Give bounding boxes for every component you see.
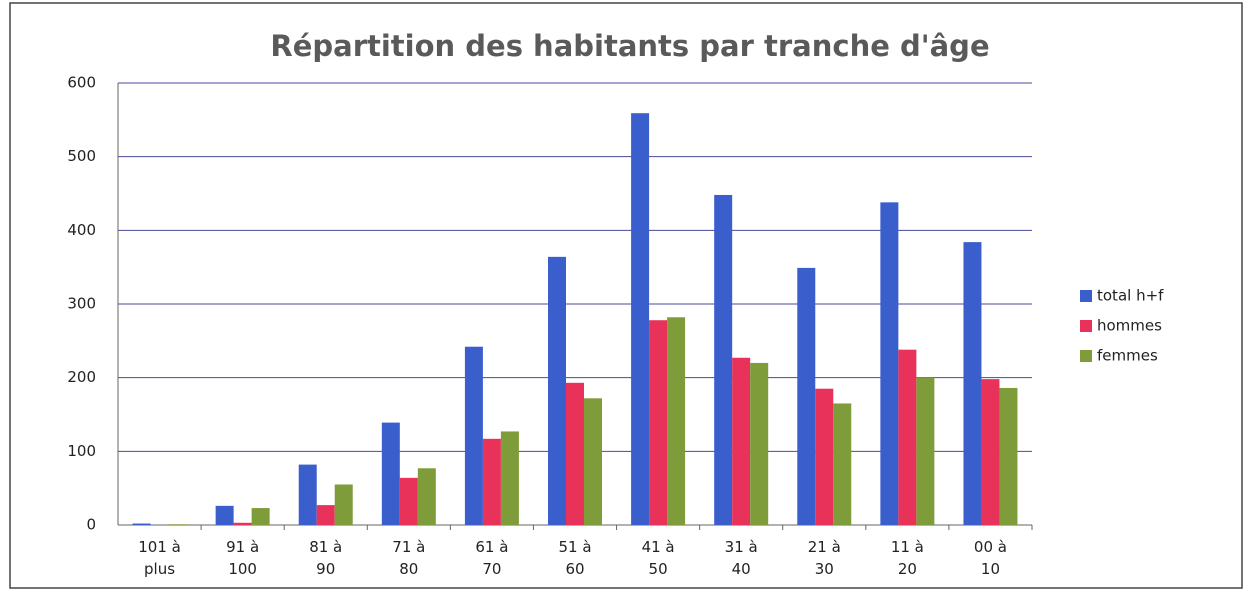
chart-title: Répartition des habitants par tranche d'… [270,29,989,63]
bar [898,349,917,525]
bar [963,242,982,525]
y-tick-label: 0 [86,516,96,534]
x-tick-label: 61 à 70 [475,538,508,578]
bar [732,357,751,525]
x-tick-label: 31 à 40 [725,538,758,578]
legend-label: hommes [1097,317,1162,335]
bar [316,505,335,525]
bar [298,464,317,525]
bar [880,202,899,525]
bar [815,388,834,525]
frame [9,2,1243,589]
bar [916,377,935,525]
bar [631,113,650,525]
bar [584,398,602,525]
bar [500,431,519,525]
bar [750,362,769,525]
bar [168,524,187,525]
bar [251,508,270,525]
bar [714,194,733,525]
bar [649,320,668,525]
x-tick-label: 91 à 100 [226,538,259,578]
x-tick-label: 41 à 50 [642,538,675,578]
y-tick-label: 400 [67,221,96,239]
bar [381,422,400,525]
bar [334,484,353,525]
y-tick-label: 500 [67,147,96,165]
bar [797,267,816,525]
legend-label: total h+f [1097,287,1164,305]
bar [999,387,1018,525]
bar [464,346,483,525]
bar [399,477,418,525]
bar [833,403,852,525]
legend-swatch [1080,350,1092,362]
bar [417,468,436,525]
y-tick-label: 200 [67,368,96,386]
bar [482,438,501,525]
bar [566,382,584,525]
y-tick-label: 600 [67,74,96,92]
x-tick-label: 101 à plus [138,538,181,578]
legend-swatch [1080,320,1092,332]
bar [215,505,234,525]
y-tick-label: 300 [67,295,96,313]
x-tick-label: 21 à 30 [808,538,841,578]
bar [233,522,252,525]
legend-label: femmes [1097,347,1158,365]
x-tick-label: 51 à 60 [558,538,591,578]
x-tick-label: 11 à 20 [891,538,924,578]
x-tick-label: 71 à 80 [392,538,425,578]
bar [548,256,566,525]
x-tick-label: 00 à 10 [974,538,1007,578]
legend-swatch [1080,290,1092,302]
bar [981,379,1000,525]
bar [132,523,151,525]
y-tick-label: 100 [67,442,96,460]
bar [667,317,686,525]
x-tick-label: 81 à 90 [309,538,342,578]
